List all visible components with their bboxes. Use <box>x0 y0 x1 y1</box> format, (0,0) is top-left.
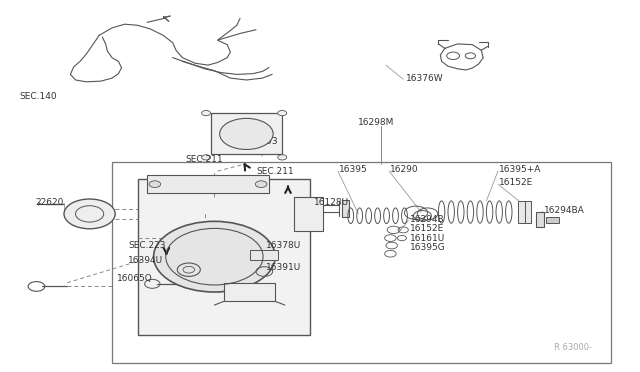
Circle shape <box>202 155 211 160</box>
Bar <box>112 162 611 363</box>
Bar <box>250 250 278 260</box>
Text: R 63000-: R 63000- <box>554 343 591 352</box>
Text: 16395: 16395 <box>339 165 368 174</box>
Text: 16378U: 16378U <box>266 241 301 250</box>
Bar <box>224 283 275 301</box>
Text: SEC.140: SEC.140 <box>19 92 57 101</box>
Text: 16376W: 16376W <box>406 74 444 83</box>
Text: 16395+A: 16395+A <box>499 165 541 174</box>
Text: SEC.211: SEC.211 <box>256 167 294 176</box>
Circle shape <box>64 199 115 229</box>
Bar <box>138 179 310 335</box>
Bar <box>147 175 269 193</box>
Bar <box>342 200 349 217</box>
Circle shape <box>149 181 161 187</box>
Text: 16391U: 16391U <box>266 263 301 272</box>
Bar <box>211 113 282 154</box>
Text: 16152E: 16152E <box>499 178 534 187</box>
Circle shape <box>278 155 287 160</box>
Text: 16128U: 16128U <box>314 198 349 207</box>
Text: 16294B: 16294B <box>410 215 444 224</box>
Text: SEC.211: SEC.211 <box>186 155 223 164</box>
Text: 16161U: 16161U <box>410 234 445 243</box>
Text: 16293: 16293 <box>250 137 278 146</box>
Circle shape <box>202 110 211 116</box>
Text: 16290: 16290 <box>390 165 419 174</box>
Bar <box>536 212 544 227</box>
Bar <box>546 217 559 223</box>
Circle shape <box>154 221 275 292</box>
Text: 16394U: 16394U <box>128 256 163 265</box>
Text: 16294BA: 16294BA <box>544 206 585 215</box>
Bar <box>294 197 323 231</box>
Bar <box>518 201 525 223</box>
Text: 16395G: 16395G <box>410 243 445 252</box>
Text: SEC.223: SEC.223 <box>128 241 166 250</box>
Bar <box>525 201 531 223</box>
Text: 16065Q: 16065Q <box>117 275 153 283</box>
Circle shape <box>220 118 273 150</box>
Circle shape <box>255 181 267 187</box>
Circle shape <box>278 110 287 116</box>
Text: 16152E: 16152E <box>410 224 444 233</box>
Text: 16298M: 16298M <box>358 118 395 127</box>
Text: 22620: 22620 <box>35 198 63 207</box>
